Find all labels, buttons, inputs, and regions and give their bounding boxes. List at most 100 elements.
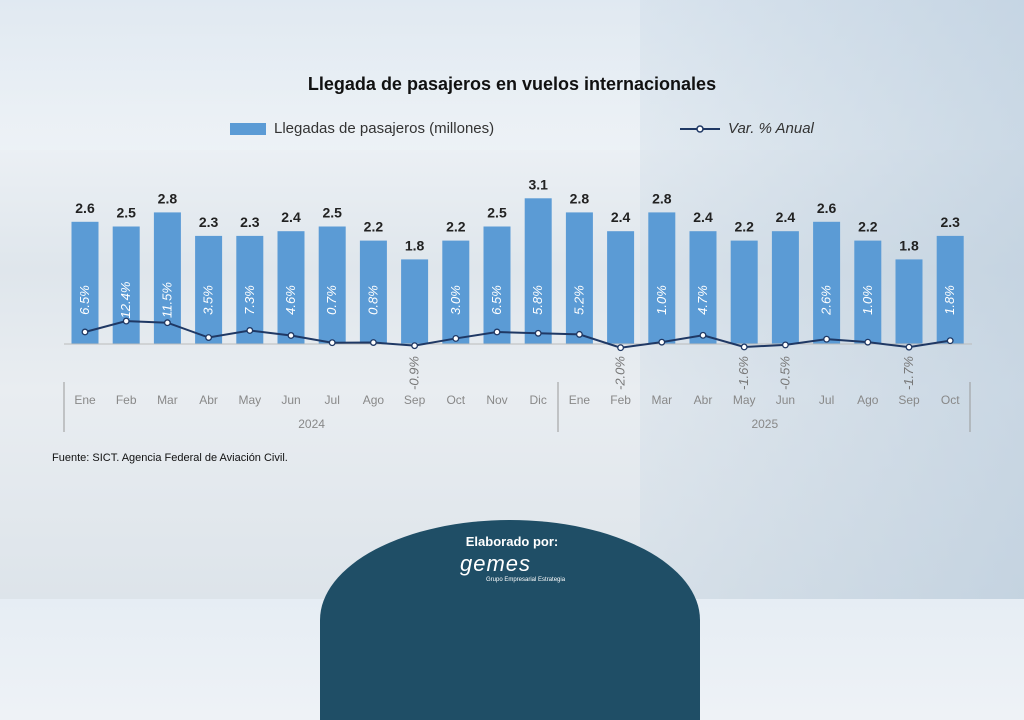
var-value-label: 5.2% (571, 285, 586, 315)
x-tick-label: Abr (694, 393, 713, 407)
var-value-label: 2.6% (819, 285, 834, 316)
bar (195, 235, 223, 344)
var-value-label: 4.7% (695, 285, 710, 315)
bar (689, 231, 717, 344)
var-point (411, 342, 419, 350)
var-point (905, 343, 913, 351)
var-value-label: 1.0% (654, 285, 669, 315)
x-tick-label: Feb (610, 393, 631, 407)
var-point (823, 335, 831, 343)
legend-bar-label: Llegadas de pasajeros (millones) (274, 120, 495, 137)
var-point (287, 332, 295, 339)
x-tick-label: Jun (281, 393, 300, 407)
bar (648, 212, 676, 344)
x-tick-label: Dic (530, 393, 547, 407)
x-tick-label: Oct (446, 393, 465, 407)
var-value-label: 3.0% (448, 285, 463, 315)
var-value-label: 11.5% (159, 282, 174, 318)
x-tick-label: Oct (941, 393, 960, 407)
var-point (246, 327, 254, 334)
bar (936, 235, 964, 344)
bar-value-label: 2.4 (776, 209, 796, 225)
var-value-label: -1.7% (901, 356, 916, 390)
x-tick-label: Nov (486, 393, 507, 407)
var-value-label: 6.5% (77, 285, 92, 315)
var-value-label: -0.5% (777, 356, 792, 390)
var-value-label: 4.6% (283, 285, 298, 315)
logo-text: gemes (460, 551, 532, 576)
var-value-label: 1.0% (860, 285, 875, 315)
credit-panel (320, 520, 700, 720)
var-point (81, 328, 89, 336)
credit-label: Elaborado por: (465, 534, 559, 549)
bar (813, 221, 841, 344)
bar-value-label: 2.2 (364, 219, 384, 235)
x-tick-label: May (733, 393, 756, 407)
bar (236, 235, 264, 344)
var-value-label: 1.8% (942, 285, 957, 315)
x-tick-label: Jun (776, 393, 795, 407)
var-point (781, 341, 789, 349)
x-tick-label: Ene (569, 393, 591, 407)
year-label: 2025 (751, 417, 778, 431)
var-point (699, 331, 707, 339)
bar-value-label: 2.8 (652, 190, 672, 206)
bar (71, 221, 99, 344)
bar (565, 212, 593, 344)
bar (895, 259, 923, 344)
x-tick-label: Jul (325, 393, 340, 407)
var-point (163, 319, 171, 327)
bar-value-label: 2.4 (693, 209, 713, 225)
var-value-label: 0.8% (365, 285, 380, 315)
var-point (452, 335, 460, 342)
var-point (575, 330, 583, 338)
chart-title: Llegada de pasajeros en vuelos internaci… (307, 74, 717, 94)
bar (730, 240, 758, 344)
chart-plot: 2.6 Ene 2.5 Feb 2.8 Mar 2.3 Abr 2.3 May 2.4 Jun 2.5 J… (63, 176, 972, 432)
var-point (534, 329, 542, 337)
bar (442, 240, 470, 344)
bar (277, 231, 305, 344)
var-value-label: -0.9% (407, 356, 422, 390)
x-tick-label: Ene (74, 393, 96, 407)
x-tick-label: Sep (898, 393, 920, 407)
x-tick-label: Abr (199, 393, 218, 407)
x-tick-label: Ago (857, 393, 879, 407)
x-tick-label: Sep (404, 393, 426, 407)
var-value-label: 3.5% (201, 285, 216, 315)
bar (854, 240, 882, 344)
bar (359, 240, 387, 344)
bar (318, 226, 346, 344)
bar-value-label: 2.3 (240, 214, 260, 230)
bar-value-label: 2.6 (817, 200, 837, 216)
bar-value-label: 2.2 (446, 219, 466, 235)
logo-subtitle: Grupo Empresarial Estrategia (486, 577, 566, 583)
var-point (122, 317, 130, 325)
var-value-label: 7.3% (242, 285, 257, 315)
bar-value-label: 2.6 (75, 200, 95, 216)
bar-value-label: 1.8 (899, 237, 919, 253)
var-point (946, 337, 954, 345)
var-point (493, 328, 501, 336)
var-point (369, 339, 377, 346)
bar-value-label: 2.5 (322, 205, 342, 221)
x-tick-label: Ago (363, 393, 385, 407)
bar (524, 198, 552, 344)
legend-line: Var. % Anual (680, 120, 814, 137)
x-tick-label: Mar (651, 393, 672, 407)
var-line (84, 320, 951, 349)
bar-value-label: 2.4 (281, 209, 301, 225)
bar (401, 259, 429, 344)
var-value-label: 12.4% (118, 282, 133, 319)
var-value-label: 0.7% (324, 285, 339, 315)
var-value-label: 6.5% (489, 285, 504, 315)
var-point (205, 334, 213, 341)
bar-value-label: 2.5 (487, 205, 507, 221)
bar-value-label: 2.8 (158, 190, 178, 206)
bar-value-label: 2.5 (116, 205, 136, 221)
bar (607, 231, 635, 344)
x-tick-label: Feb (116, 393, 137, 407)
bar (771, 231, 799, 344)
bar-value-label: 2.4 (611, 209, 631, 225)
source-note: Fuente: SICT. Agencia Federal de Aviació… (52, 452, 288, 464)
